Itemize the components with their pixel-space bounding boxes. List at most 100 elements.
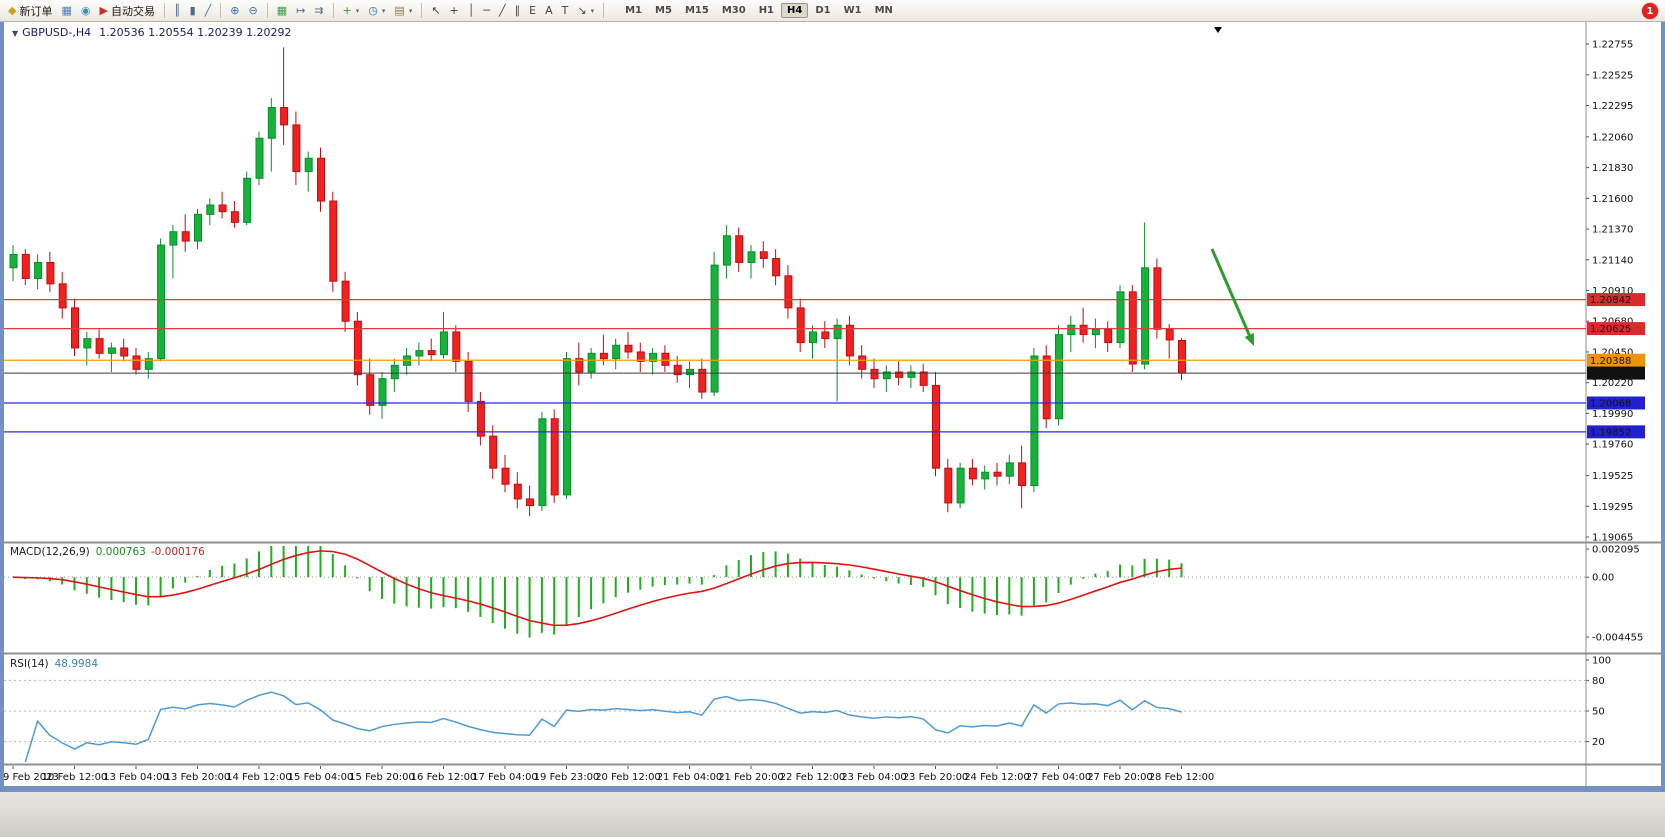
arrows-button[interactable]: ↘ ▾ (573, 1, 598, 21)
price-tick-label: 1.22295 (1592, 101, 1633, 112)
price-tick-label: 1.22060 (1592, 132, 1633, 143)
text-button[interactable]: A (541, 1, 557, 21)
candle (1005, 462, 1014, 477)
candle (169, 231, 178, 246)
toolbar-separator (421, 3, 423, 18)
channel-icon: ∥ (514, 3, 521, 17)
candlestick-chart-button[interactable]: ▮ (186, 1, 200, 21)
periods-button[interactable]: ◷ ▾ (364, 1, 389, 21)
time-axis-label: 20 Feb 12:00 (595, 772, 661, 783)
rsi-name: RSI(14) (10, 658, 49, 670)
line-chart-button[interactable]: ╱ (201, 1, 216, 21)
channel-button[interactable]: ∥ (511, 1, 525, 21)
candle (759, 251, 768, 259)
rsi-tick-label: 100 (1592, 656, 1611, 667)
candle (882, 371, 891, 380)
macd-label: MACD(12,26,9) 0.000763 -0.000176 (10, 546, 205, 558)
horizontal-line-icon: ─ (483, 3, 491, 17)
time-axis-label: 27 Feb 20:00 (1087, 772, 1153, 783)
candle (587, 352, 596, 373)
label-button[interactable]: T (558, 1, 573, 21)
price-tag (1587, 396, 1645, 410)
candle (95, 338, 104, 354)
new-order-button-label: 新订单 (19, 4, 53, 18)
time-axis-label: 21 Feb 04:00 (657, 772, 723, 783)
autotrading-button[interactable]: ▶ 自动交易 (95, 1, 158, 21)
dropdown-arrow-icon[interactable]: ▾ (355, 6, 360, 15)
timeframe-m15-button[interactable]: M15 (684, 5, 709, 16)
zoom-in-icon: ⊕ (230, 3, 240, 17)
timeframe-d1-button[interactable]: D1 (815, 5, 831, 16)
timeframe-m1-button[interactable]: M1 (625, 5, 643, 16)
auto-scroll-button[interactable]: ↦ (292, 1, 309, 21)
templates-button[interactable]: ▤ ▾ (390, 1, 416, 21)
timeframe-h4-button[interactable]: H4 (781, 3, 809, 18)
timeframe-w1-button[interactable]: W1 (843, 5, 862, 16)
charts-window-button[interactable]: ▦ (57, 1, 75, 21)
bar-chart-icon: ║ (173, 3, 181, 17)
chart-canvas[interactable]: 1.22755 1.22525 1.22295 1.22060 1.21830 1.216… (0, 22, 1665, 786)
zoom-in-button[interactable]: ⊕ (226, 1, 243, 21)
horizontal-line-button[interactable]: ─ (479, 1, 494, 21)
candle (698, 368, 707, 393)
candle (230, 211, 239, 223)
candle (181, 231, 190, 242)
timeframe-mn-button[interactable]: MN (874, 5, 893, 16)
tile-windows-button[interactable]: ▦ (273, 1, 291, 21)
dropdown-arrow-icon[interactable]: ▾ (590, 6, 595, 15)
candle (673, 364, 682, 376)
candle (317, 157, 325, 202)
candle (390, 364, 399, 380)
candle (1079, 324, 1088, 336)
time-axis-label: 9 Feb 2023 (3, 772, 59, 783)
trend-arrow-head[interactable] (1244, 333, 1254, 346)
candle (194, 213, 202, 242)
chart-shift-button[interactable]: ⇉ (310, 1, 327, 21)
indicators-button[interactable]: + ▾ (339, 1, 364, 21)
trendline-button[interactable]: ╱ (495, 1, 510, 21)
candle (1091, 328, 1100, 336)
timeframe-h1-button[interactable]: H1 (758, 5, 775, 16)
candle (1141, 267, 1150, 365)
rsi-tick-label: 50 (1592, 707, 1605, 718)
candle (1165, 328, 1174, 341)
chart-shift-marker[interactable] (1214, 27, 1222, 33)
profiles-button[interactable]: ◉ (77, 1, 95, 21)
candle (796, 307, 805, 344)
candle (489, 435, 498, 469)
dropdown-arrow-icon[interactable]: ▾ (408, 6, 413, 15)
timeframe-m5-button[interactable]: M5 (655, 5, 672, 16)
candle (206, 204, 215, 215)
candle (968, 467, 977, 480)
dropdown-arrow-icon[interactable]: ▾ (381, 6, 386, 15)
trend-arrow-line[interactable] (1210, 248, 1251, 336)
candle (157, 244, 166, 360)
time-axis-label: 19 Feb 23:00 (534, 772, 600, 783)
timeframe-m30-button[interactable]: M30 (721, 5, 746, 16)
candle (464, 360, 473, 402)
candle (440, 331, 448, 356)
crosshair-button[interactable]: + (446, 1, 463, 21)
price-tick-label: 1.19760 (1592, 440, 1633, 451)
candle (1153, 267, 1162, 330)
bar-chart-button[interactable]: ║ (170, 1, 185, 21)
collapse-triangle-icon[interactable]: ▼ (12, 29, 19, 38)
notification-badge[interactable]: 1 (1642, 3, 1658, 19)
price-tick-label: 1.19525 (1592, 471, 1633, 482)
vertical-line-button[interactable]: │ (464, 1, 479, 21)
candle (575, 358, 584, 373)
zoom-out-icon: ⊖ (248, 3, 258, 17)
price-tick-label: 1.22525 (1592, 70, 1633, 81)
candle (944, 467, 953, 504)
zoom-out-button[interactable]: ⊖ (244, 1, 261, 21)
candle (722, 235, 731, 266)
time-axis-label: 22 Feb 12:00 (780, 772, 846, 783)
fibonacci-button[interactable]: E (525, 1, 540, 21)
candle (292, 124, 301, 173)
price-tick-label: 1.20450 (1592, 347, 1633, 358)
macd-name: MACD(12,26,9) (10, 546, 90, 558)
cursor-button[interactable]: ↖ (427, 1, 444, 21)
new-order-button[interactable]: ◆ 新订单 (4, 1, 56, 21)
candle (427, 350, 436, 356)
price-tick-label: 1.20910 (1592, 286, 1633, 297)
